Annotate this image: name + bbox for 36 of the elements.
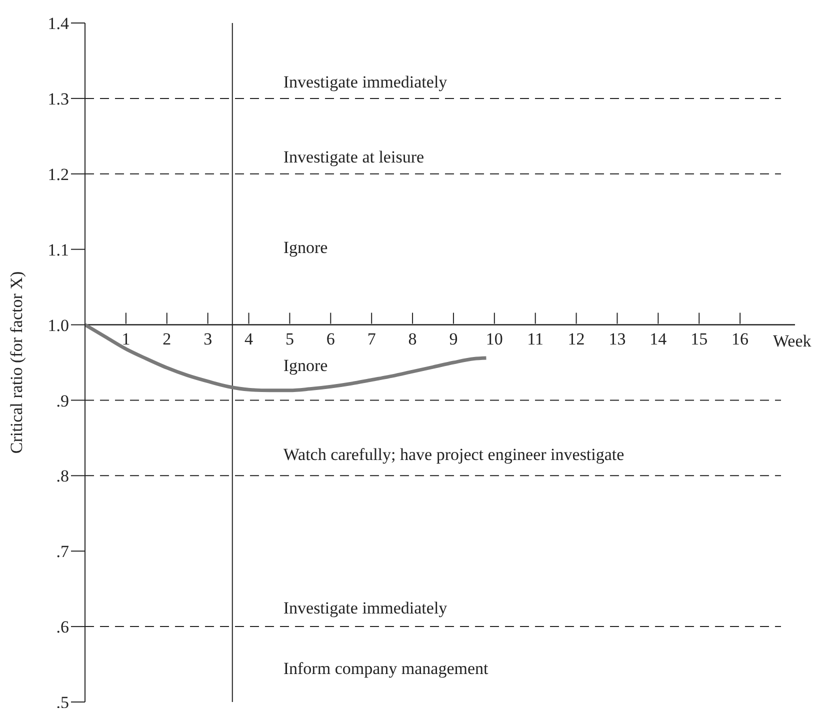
y-tick-label: 1.0 [48, 316, 69, 335]
x-tick-label: 8 [408, 330, 417, 349]
annotation: Ignore [283, 356, 328, 376]
x-tick-label: 4 [244, 330, 254, 349]
x-tick-label: 2 [162, 330, 172, 349]
y-tick-label: 1.3 [48, 89, 69, 108]
x-tick-label: 5 [285, 330, 294, 349]
x-tick-label: 11 [527, 330, 544, 349]
x-tick-label: 13 [608, 330, 626, 349]
x-tick-label: 7 [367, 330, 376, 349]
annotation: Ignore [283, 238, 328, 258]
line-series [85, 323, 488, 392]
annotation: Inform company management [283, 658, 489, 678]
y-tick-label: 1.4 [48, 14, 70, 34]
y-tick-label: .8 [56, 466, 69, 486]
x-tick-label: 12 [568, 330, 585, 349]
annotation: Investigate at leisure [283, 148, 424, 167]
x-tick-label: 3 [204, 330, 212, 349]
y-tick-label: 1.2 [48, 164, 69, 184]
x-tick-label: 16 [732, 330, 749, 349]
x-tick-label: 9 [449, 330, 458, 349]
x-axis-title: Week [773, 332, 812, 351]
x-tick-label: 10 [486, 330, 503, 349]
y-tick-label: .7 [56, 542, 70, 562]
annotation: Investigate immediately [283, 598, 448, 618]
annotation: Investigate immediately [283, 72, 448, 92]
y-tick-label: .5 [56, 693, 69, 712]
annotation: Watch carefully; have project engineer investigate [283, 445, 624, 464]
x-tick-label: 14 [650, 330, 668, 349]
x-tick-label: 6 [326, 330, 335, 349]
y-axis-title: Critical ratio (for factor X) [7, 271, 26, 454]
x-tick-label: 1 [122, 330, 130, 349]
y-tick-label: 1.1 [48, 240, 69, 260]
y-tick-label: .6 [56, 618, 69, 637]
y-tick-label: .9 [56, 391, 69, 410]
x-tick-label: 15 [690, 330, 708, 349]
